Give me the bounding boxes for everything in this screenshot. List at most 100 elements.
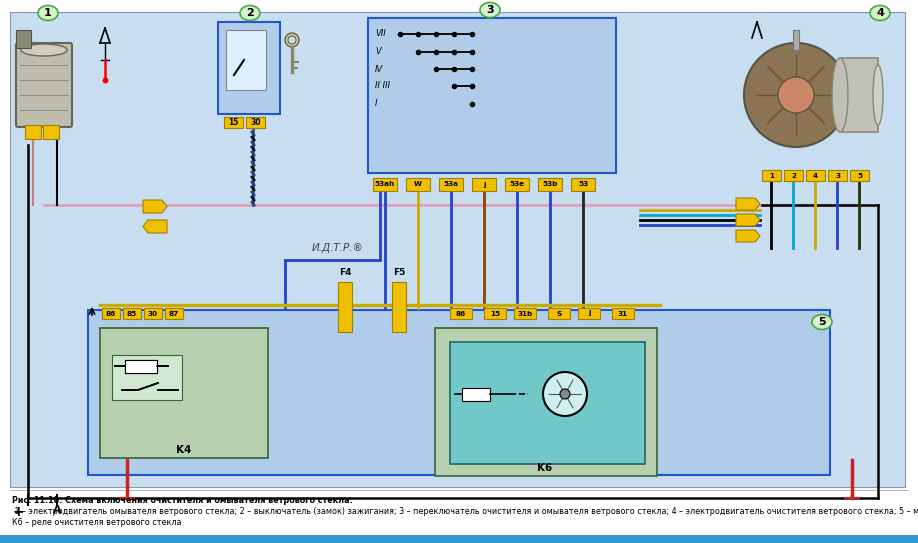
Bar	[406, 178, 430, 191]
FancyBboxPatch shape	[16, 43, 72, 127]
Text: 30: 30	[251, 118, 261, 127]
Circle shape	[288, 36, 296, 44]
Bar	[226, 30, 266, 90]
Text: 3: 3	[835, 173, 840, 179]
Text: 5: 5	[818, 317, 826, 327]
Circle shape	[285, 33, 299, 47]
Ellipse shape	[870, 5, 890, 21]
Bar	[806, 170, 825, 181]
Text: 30: 30	[148, 311, 158, 317]
Bar	[368, 18, 616, 173]
Text: 1 – электродвигатель омывателя ветрового стекла; 2 – выключатель (замок) зажиган: 1 – электродвигатель омывателя ветрового…	[12, 507, 918, 516]
Circle shape	[560, 389, 570, 399]
Bar	[224, 117, 243, 128]
Text: 15: 15	[229, 118, 239, 127]
Text: j: j	[483, 181, 486, 187]
Text: 53a: 53a	[443, 181, 458, 187]
Bar	[246, 117, 265, 128]
Bar	[112, 355, 182, 400]
Text: 31: 31	[618, 311, 628, 317]
Bar	[784, 170, 803, 181]
Text: V: V	[375, 47, 381, 56]
Text: 53ah: 53ah	[375, 181, 395, 187]
Bar	[10, 12, 905, 487]
Text: 1: 1	[44, 8, 52, 18]
Text: F4: F4	[339, 268, 352, 277]
Text: +: +	[12, 505, 24, 519]
Text: 87: 87	[169, 311, 179, 317]
Circle shape	[543, 372, 587, 416]
Text: 31b: 31b	[518, 311, 532, 317]
Bar	[373, 178, 397, 191]
Bar	[144, 308, 162, 319]
Text: I: I	[375, 99, 377, 109]
Text: 86: 86	[106, 311, 116, 317]
Text: 2: 2	[246, 8, 254, 18]
Bar	[392, 282, 406, 332]
Polygon shape	[143, 220, 167, 233]
Text: 2: 2	[791, 173, 796, 179]
Text: 53e: 53e	[509, 181, 524, 187]
Text: F5: F5	[393, 268, 405, 277]
Text: 15: 15	[490, 311, 500, 317]
Bar	[828, 170, 847, 181]
Polygon shape	[143, 200, 167, 213]
Bar	[88, 310, 830, 475]
Bar	[850, 170, 869, 181]
Text: 53b: 53b	[543, 181, 558, 187]
Text: A: A	[52, 505, 62, 515]
Text: 4: 4	[876, 8, 884, 18]
Bar	[505, 178, 529, 191]
Bar	[450, 342, 645, 464]
Bar	[840, 58, 878, 132]
Ellipse shape	[240, 5, 260, 21]
Ellipse shape	[38, 5, 58, 21]
Bar	[43, 125, 59, 139]
Bar	[484, 308, 506, 319]
Bar	[123, 308, 141, 319]
Bar	[612, 308, 634, 319]
Text: 5: 5	[856, 173, 862, 179]
Bar	[548, 308, 570, 319]
Text: S: S	[556, 311, 562, 317]
Bar	[100, 328, 268, 458]
Bar	[538, 178, 562, 191]
Circle shape	[778, 77, 814, 113]
Bar	[435, 328, 657, 476]
Bar	[0, 535, 918, 543]
Text: Рис. 11.18. Схема включения очистителя и омывателя ветрового стекла:: Рис. 11.18. Схема включения очистителя и…	[12, 496, 353, 505]
Ellipse shape	[480, 3, 500, 17]
Text: K4: K4	[176, 445, 192, 455]
Text: W: W	[414, 181, 422, 187]
Text: 53: 53	[578, 181, 588, 187]
Bar	[450, 308, 472, 319]
Bar	[578, 308, 600, 319]
Bar	[472, 178, 496, 191]
Text: 85: 85	[127, 311, 137, 317]
Text: j: j	[588, 311, 590, 317]
Bar	[571, 178, 595, 191]
Text: K6: K6	[537, 463, 553, 473]
Bar	[793, 30, 799, 50]
Text: 1: 1	[769, 173, 774, 179]
Text: И.Д.Т.Р.®: И.Д.Т.Р.®	[312, 243, 364, 253]
Text: II III: II III	[375, 81, 390, 91]
Ellipse shape	[812, 314, 832, 330]
Bar	[762, 170, 781, 181]
Bar	[165, 308, 183, 319]
Text: 86: 86	[456, 311, 466, 317]
Bar	[16, 30, 31, 48]
Bar	[439, 178, 463, 191]
Text: IV: IV	[375, 65, 383, 73]
Text: VII: VII	[375, 29, 386, 39]
Bar	[102, 308, 120, 319]
Bar	[218, 22, 280, 114]
Ellipse shape	[21, 44, 67, 56]
Polygon shape	[736, 214, 760, 226]
Text: 3: 3	[487, 5, 494, 15]
Ellipse shape	[873, 65, 883, 125]
Bar	[338, 282, 352, 332]
Circle shape	[744, 43, 848, 147]
Bar	[125, 360, 157, 373]
Bar	[462, 388, 490, 401]
